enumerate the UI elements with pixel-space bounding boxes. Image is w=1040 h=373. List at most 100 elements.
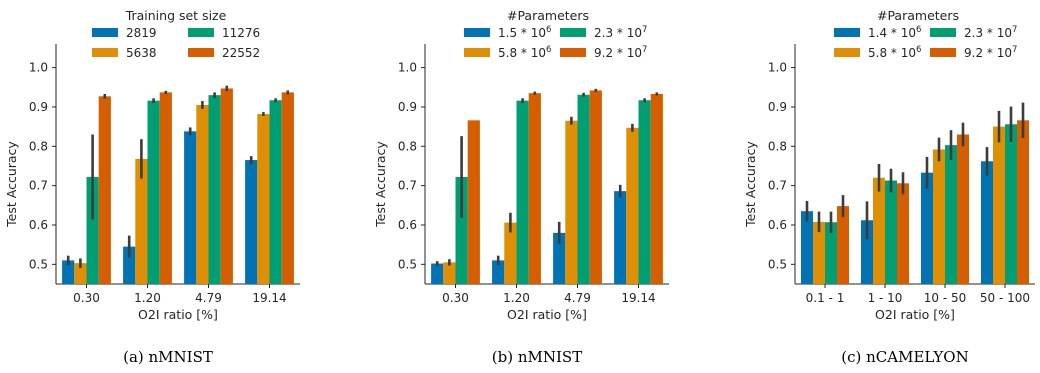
figure-caption: (c) nCAMELYON (841, 348, 968, 366)
legend-swatch (560, 48, 586, 57)
legend-entry: 9.2 * 107 (594, 45, 647, 60)
legend-entry-exponent: 6 (916, 25, 921, 35)
legend-entry-exponent: 7 (1012, 25, 1017, 35)
bar (957, 134, 969, 284)
bar (492, 260, 505, 284)
bar (553, 232, 566, 284)
legend-swatch (834, 28, 860, 37)
legend-entry: 11276 (222, 26, 260, 40)
legend-entry-label: 5.8 * 10 (868, 46, 916, 60)
bar (516, 100, 529, 285)
y-axis-label: Test Accuracy (373, 141, 388, 228)
legend-entry-label: 2.3 * 10 (964, 26, 1012, 40)
bar (897, 183, 909, 284)
legend-entry-exponent: 7 (1012, 45, 1017, 55)
legend-swatch (188, 48, 214, 57)
x-tick-label: 19.14 (621, 291, 655, 305)
y-tick-label: 0.5 (29, 257, 48, 271)
bar (269, 100, 282, 284)
bar (993, 126, 1005, 284)
bar (86, 176, 99, 284)
y-tick-label: 0.9 (29, 100, 48, 114)
legend-swatch (560, 28, 586, 37)
bar (650, 93, 663, 284)
legend-swatch (930, 28, 956, 37)
bar (981, 161, 993, 284)
legend: Training set size 2819 5638 11276 22552 (92, 8, 260, 60)
legend-entry-exponent: 7 (642, 25, 647, 35)
bar (135, 158, 148, 284)
bar (1005, 124, 1017, 284)
x-tick-label: 0.30 (442, 291, 469, 305)
legend-swatch (92, 48, 118, 57)
figure-caption: (b) nMNIST (492, 348, 582, 366)
legend-entry: 1.5 * 106 (498, 25, 551, 40)
legend-entry-label: 1.4 * 10 (868, 26, 916, 40)
legend-swatch (834, 48, 860, 57)
legend-swatch (188, 28, 214, 37)
chart-panel-c: 0.5 0.6 0.7 0.8 0.9 1.0 0.1 - 1 1 - 10 10 - 50 50… (743, 8, 1035, 366)
y-tick-label: 0.7 (768, 179, 787, 193)
bar (257, 114, 270, 285)
y-tick-label: 0.6 (398, 218, 417, 232)
bar (614, 191, 627, 284)
bar (147, 100, 160, 285)
y-axis-label: Test Accuracy (743, 141, 758, 228)
figure-caption: (a) nMNIST (123, 348, 213, 366)
y-tick-label: 0.7 (398, 179, 417, 193)
bar (455, 176, 468, 284)
legend-entry-label: 5638 (126, 46, 157, 60)
legend-entry-label: 11276 (222, 26, 260, 40)
legend-entry: 1.4 * 106 (868, 25, 921, 40)
x-axis-label: O2I ratio [%] (138, 307, 218, 322)
x-tick-label: 19.14 (252, 291, 286, 305)
legend-entry: 2.3 * 107 (594, 25, 647, 40)
y-tick-label: 1.0 (768, 61, 787, 75)
y-tick-label: 0.9 (398, 100, 417, 114)
legend-entry: 5.8 * 106 (498, 45, 551, 60)
legend-entry: 9.2 * 107 (964, 45, 1017, 60)
legend-entry: 5638 (126, 46, 157, 60)
bar (861, 220, 873, 284)
legend-swatch (464, 28, 490, 37)
bar (801, 211, 813, 284)
bar (565, 120, 578, 284)
legend-entry-label: 2.3 * 10 (594, 26, 642, 40)
bar (626, 127, 639, 284)
bar (98, 96, 111, 284)
bar (220, 88, 233, 284)
bar (62, 260, 75, 284)
bar (443, 262, 456, 284)
bar (528, 93, 541, 284)
x-tick-label: 4.79 (195, 291, 222, 305)
bar (281, 92, 294, 285)
x-tick-label: 1 - 10 (868, 291, 903, 305)
legend-entry: 2.3 * 107 (964, 25, 1017, 40)
legend-swatch (464, 48, 490, 57)
x-tick-label: 0.30 (73, 291, 100, 305)
bar (467, 120, 480, 284)
bar (873, 177, 885, 284)
legend-entry-exponent: 6 (916, 45, 921, 55)
legend-entry-label: 5.8 * 10 (498, 46, 546, 60)
legend-title: Training set size (125, 8, 227, 23)
legend-title: #Parameters (877, 8, 959, 23)
bar (933, 149, 945, 284)
legend-entry-label: 9.2 * 10 (964, 46, 1012, 60)
y-tick-label: 1.0 (398, 61, 417, 75)
x-tick-label: 0.1 - 1 (806, 291, 845, 305)
bar (813, 221, 825, 284)
x-tick-label: 10 - 50 (924, 291, 967, 305)
y-tick-label: 1.0 (29, 61, 48, 75)
legend-title: #Parameters (507, 8, 589, 23)
legend-swatch (92, 28, 118, 37)
bar (123, 246, 136, 284)
legend-entry-exponent: 6 (546, 25, 551, 35)
legend-entry: 2819 (126, 26, 157, 40)
y-tick-label: 0.5 (398, 257, 417, 271)
bar (74, 263, 87, 284)
x-tick-label: 1.20 (503, 291, 530, 305)
x-axis-label: O2I ratio [%] (507, 307, 587, 322)
